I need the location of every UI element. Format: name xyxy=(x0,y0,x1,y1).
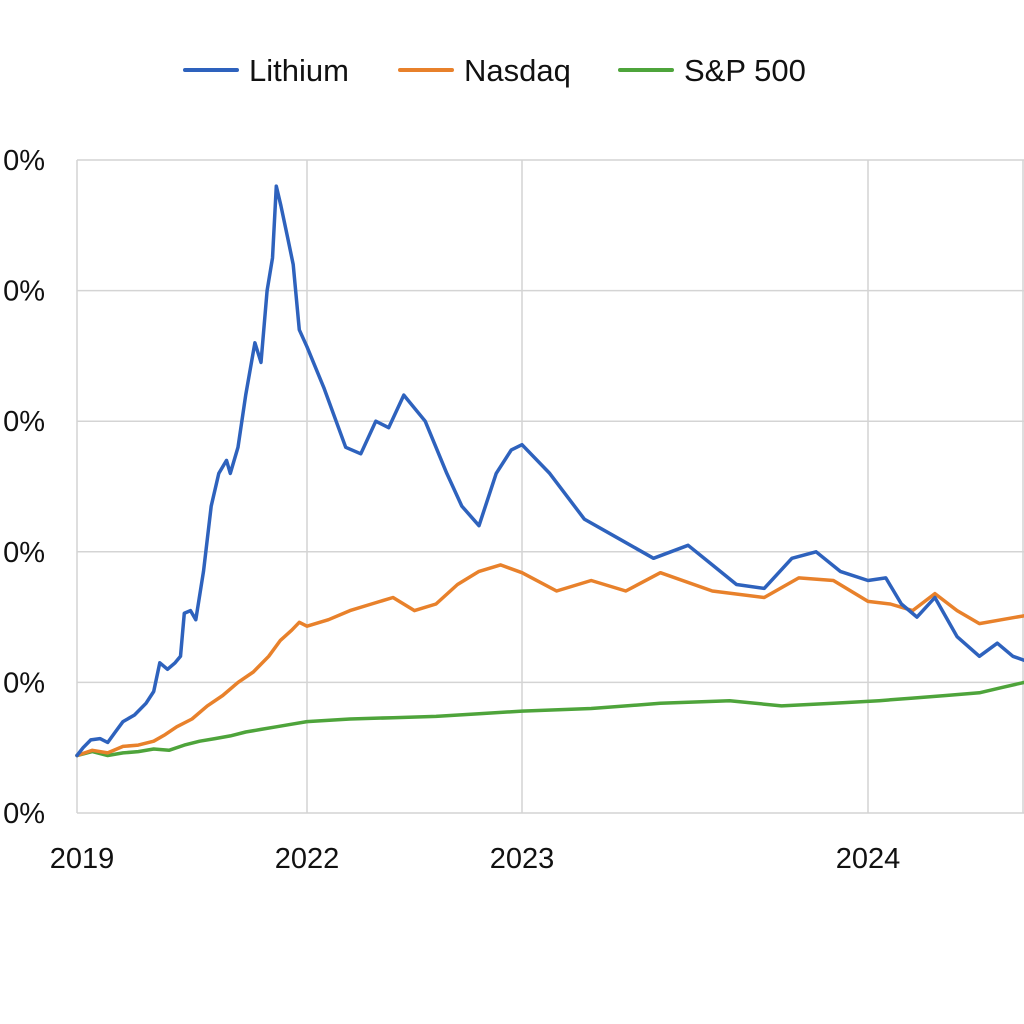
y-tick-label: 0% xyxy=(3,276,45,308)
legend-label: Lithium xyxy=(249,53,349,88)
x-tick-label: 2019 xyxy=(50,843,115,875)
y-tick-label: 0% xyxy=(3,667,45,699)
series-lines xyxy=(75,184,1024,758)
legend: Lithium Nasdaq S&P 500 xyxy=(183,53,806,88)
series-line-s-p-500 xyxy=(75,680,1024,758)
grid xyxy=(76,159,1024,814)
y-tick-label: 0% xyxy=(3,406,45,438)
y-tick-label: 0% xyxy=(3,537,45,569)
x-tick-label: 2024 xyxy=(836,843,901,875)
series-line-lithium xyxy=(75,184,1024,758)
y-tick-label: 0% xyxy=(3,798,45,830)
axes: 0%0%0%0%0%0%2019 2022 2023 2024 xyxy=(3,145,900,875)
x-tick-label: 2022 xyxy=(275,843,340,875)
series-line-nasdaq xyxy=(75,563,1024,758)
legend-label: Nasdaq xyxy=(464,53,571,88)
y-tick-label: 0% xyxy=(3,145,45,177)
legend-label: S&P 500 xyxy=(684,53,806,88)
x-tick-label: 2023 xyxy=(490,843,555,875)
